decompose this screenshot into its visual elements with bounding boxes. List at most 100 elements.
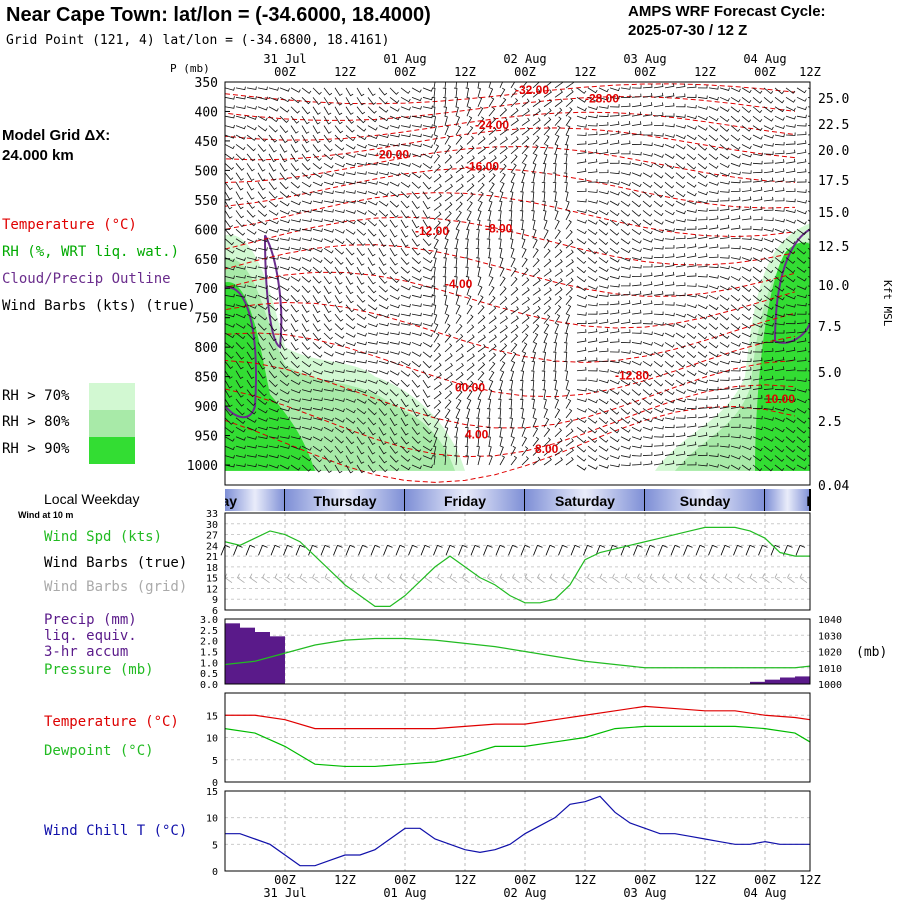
wind-barb — [400, 427, 409, 436]
wind-barb — [510, 117, 519, 126]
wind-barb-true — [220, 544, 231, 556]
wind-barb-grid — [562, 573, 570, 583]
wind-barb-grid — [324, 573, 333, 583]
wind-barb — [653, 311, 664, 315]
precip-tick-label: 1.5 — [200, 648, 218, 659]
wind-barb — [565, 304, 572, 315]
wind-barb — [521, 296, 530, 306]
wind-barb — [686, 262, 697, 268]
wind-barb — [356, 238, 366, 247]
wind-barb — [444, 313, 450, 324]
wind-barb — [279, 342, 288, 351]
wind-barb — [708, 243, 719, 249]
wind-barb — [488, 361, 496, 371]
wind-barb — [520, 228, 525, 239]
wind-barb — [543, 342, 547, 352]
wind-barb-grid — [462, 573, 470, 583]
wind-barb-grid — [599, 573, 608, 583]
wind-barb — [509, 200, 513, 211]
wind-barb — [741, 404, 752, 409]
wind-barb — [554, 398, 560, 409]
wind-barb — [509, 191, 514, 202]
wind-barb — [620, 426, 631, 433]
wind-barb — [774, 407, 785, 412]
wind-barb — [290, 445, 301, 450]
wind-barb — [774, 445, 785, 453]
wind-barb — [301, 257, 312, 262]
wind-barb-true — [520, 544, 531, 556]
wind-barb — [730, 394, 741, 400]
wind-barb — [356, 200, 367, 205]
wind-barb — [587, 445, 598, 453]
wind-barb — [356, 229, 367, 236]
wind-barb — [697, 191, 708, 196]
wind-barb — [730, 196, 741, 202]
wind-barb — [785, 398, 796, 402]
wind-barb — [356, 87, 365, 97]
wind-barb — [708, 275, 719, 279]
wind-barb — [708, 224, 719, 230]
wind-barb — [455, 380, 464, 390]
wind-barb — [497, 417, 502, 428]
wind-barb — [587, 426, 598, 434]
wind-barb — [664, 172, 675, 179]
wind-barb — [675, 342, 686, 349]
wind-barb — [763, 366, 774, 372]
wind-barb — [378, 229, 387, 238]
wind-barb — [246, 134, 257, 141]
wind-barb — [477, 116, 485, 126]
wind-barb — [400, 331, 411, 336]
wind-barb — [432, 295, 436, 305]
wind-barb — [587, 378, 598, 382]
wind-barb — [444, 202, 453, 211]
wind-barb — [268, 464, 279, 469]
wind-barb — [257, 247, 268, 251]
wind-barb — [697, 225, 708, 230]
wind-barb — [510, 426, 514, 437]
wind-barb — [642, 452, 653, 456]
wind-barb — [257, 304, 268, 310]
wind-barb — [235, 191, 244, 200]
wind-barb — [763, 385, 774, 390]
wind-barb — [697, 462, 708, 467]
wind-barb — [653, 434, 664, 438]
wind-barb — [576, 228, 587, 235]
wind-barb — [225, 303, 235, 308]
wind-barb — [719, 304, 730, 311]
wind-barb — [356, 210, 367, 215]
top-time-tick-label: 00Z — [394, 65, 416, 79]
wind-barb — [334, 295, 343, 304]
wind-barb — [312, 181, 323, 187]
wind-barb — [378, 161, 389, 166]
wind-barb — [520, 219, 524, 230]
wind-barb — [225, 181, 233, 191]
wind-barb — [323, 436, 334, 443]
wind-barb — [785, 304, 796, 308]
wind-barb — [785, 106, 796, 112]
wind-barb — [312, 313, 321, 323]
wind-barb — [609, 283, 620, 288]
wind-barb — [532, 126, 541, 136]
wind-barb — [301, 125, 310, 134]
wind-barb — [543, 268, 552, 277]
pressure-tick-label: 750 — [195, 312, 218, 327]
wind-chill-tick-label: 10 — [206, 814, 218, 825]
wind-barb — [301, 266, 312, 273]
wind-barb — [279, 361, 289, 369]
wind-barb — [675, 441, 686, 447]
wind-barb — [432, 115, 436, 126]
temperature-contour — [225, 96, 796, 121]
wind-barb — [400, 294, 411, 299]
wind-barb — [312, 209, 323, 213]
wind-chill-frame — [224, 790, 811, 872]
wind-barb — [486, 229, 491, 239]
wind-barb — [257, 153, 266, 162]
wind-barb — [763, 247, 774, 253]
wind-barb — [697, 379, 708, 384]
wind-barb — [609, 319, 620, 324]
wind-barb — [763, 228, 774, 232]
wind-barb — [708, 134, 719, 142]
wind-barb — [598, 276, 609, 281]
wind-barb — [498, 210, 502, 220]
wind-barb — [290, 425, 301, 430]
